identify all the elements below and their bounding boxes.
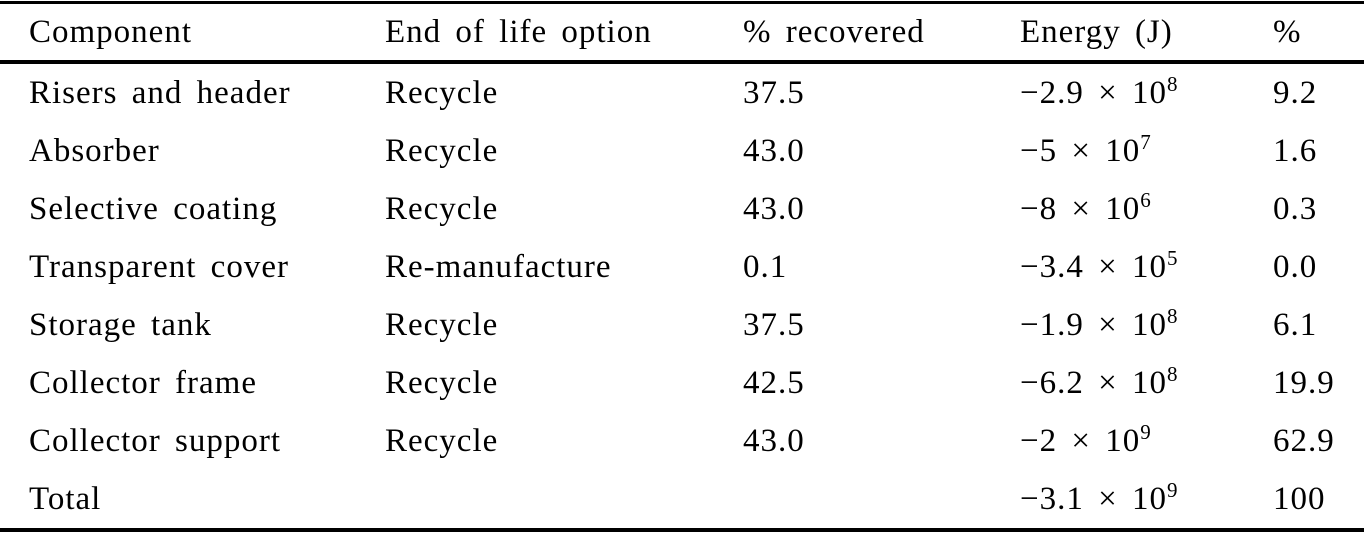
energy-cell: −2 × 109 — [1020, 412, 1273, 470]
table-row-storage-tank: Storage tank Recycle 37.5 −1.9 × 108 6.1 — [0, 296, 1364, 354]
percent-recovered-cell — [743, 470, 1020, 530]
energy-mantissa: −3.1 × 10 — [1020, 480, 1167, 517]
energy-exponent: 8 — [1166, 71, 1178, 96]
energy-cell: −6.2 × 108 — [1020, 354, 1273, 412]
percent-of-total-cell: 9.2 — [1273, 74, 1318, 111]
table-row-total: Total −3.1 × 109 100 — [0, 470, 1364, 530]
energy-exponent: 9 — [1166, 477, 1178, 502]
table-row-selective-coating: Selective coating Recycle 43.0 −8 × 106 … — [0, 180, 1364, 238]
energy-cell: −5 × 107 — [1020, 122, 1273, 180]
energy-exponent: 8 — [1166, 361, 1178, 386]
header-row: Component End of life option % recovered… — [0, 3, 1364, 62]
percent-recovered-cell: 37.5 — [743, 306, 805, 343]
percent-recovered-cell: 43.0 — [743, 190, 805, 227]
percent-of-total-cell: 0.3 — [1273, 190, 1318, 227]
percent-of-total-cell: 0.0 — [1273, 248, 1318, 285]
energy-exponent: 9 — [1140, 419, 1152, 444]
energy-mantissa: −2 × 10 — [1020, 422, 1141, 459]
end-of-life-cell: Re-manufacture — [385, 248, 612, 285]
energy-exponent: 5 — [1166, 245, 1178, 270]
energy-cell: −8 × 106 — [1020, 180, 1273, 238]
column-header-energy: Energy (J) — [1020, 13, 1173, 50]
component-cell: Collector support — [29, 422, 282, 459]
table-row-collector-support: Collector support Recycle 43.0 −2 × 109 … — [0, 412, 1364, 470]
component-cell: Storage tank — [29, 306, 212, 343]
energy-mantissa: −8 × 10 — [1020, 190, 1141, 227]
column-header-percent-recovered: % recovered — [743, 13, 925, 50]
energy-exponent: 7 — [1140, 129, 1152, 154]
energy-mantissa: −3.4 × 10 — [1020, 248, 1167, 285]
end-of-life-cell: Recycle — [385, 190, 499, 227]
energy-cell: −1.9 × 108 — [1020, 296, 1273, 354]
percent-of-total-cell: 6.1 — [1273, 306, 1318, 343]
percent-recovered-cell: 37.5 — [743, 74, 805, 111]
component-cell: Risers and header — [29, 74, 291, 111]
component-cell: Selective coating — [29, 190, 278, 227]
energy-cell: −2.9 × 108 — [1020, 62, 1273, 122]
table-row-absorber: Absorber Recycle 43.0 −5 × 107 1.6 — [0, 122, 1364, 180]
energy-mantissa: −1.9 × 10 — [1020, 306, 1167, 343]
table-header: Component End of life option % recovered… — [0, 3, 1364, 62]
percent-of-total-cell: 100 — [1273, 480, 1326, 517]
component-cell: Total — [29, 480, 102, 517]
table-row-collector-frame: Collector frame Recycle 42.5 −6.2 × 108 … — [0, 354, 1364, 412]
percent-of-total-cell: 19.9 — [1273, 364, 1335, 401]
column-header-end-of-life-option: End of life option — [385, 13, 652, 50]
percent-recovered-cell: 0.1 — [743, 248, 788, 285]
energy-mantissa: −5 × 10 — [1020, 132, 1141, 169]
end-of-life-cell: Recycle — [385, 132, 499, 169]
end-of-life-cell: Recycle — [385, 74, 499, 111]
energy-mantissa: −2.9 × 10 — [1020, 74, 1167, 111]
energy-exponent: 6 — [1140, 187, 1152, 212]
table-body: Risers and header Recycle 37.5 −2.9 × 10… — [0, 62, 1364, 530]
energy-cell: −3.1 × 109 — [1020, 470, 1273, 530]
percent-recovered-cell: 42.5 — [743, 364, 805, 401]
table-row-transparent-cover: Transparent cover Re-manufacture 0.1 −3.… — [0, 238, 1364, 296]
percent-recovered-cell: 43.0 — [743, 132, 805, 169]
component-cell: Collector frame — [29, 364, 257, 401]
end-of-life-cell — [385, 470, 743, 530]
table-row-risers-and-header: Risers and header Recycle 37.5 −2.9 × 10… — [0, 62, 1364, 122]
component-cell: Transparent cover — [29, 248, 289, 285]
percent-of-total-cell: 1.6 — [1273, 132, 1318, 169]
end-of-life-cell: Recycle — [385, 364, 499, 401]
percent-recovered-cell: 43.0 — [743, 422, 805, 459]
energy-cell: −3.4 × 105 — [1020, 238, 1273, 296]
component-cell: Absorber — [29, 132, 160, 169]
column-header-component: Component — [29, 13, 192, 50]
percent-of-total-cell: 62.9 — [1273, 422, 1335, 459]
energy-exponent: 8 — [1166, 303, 1178, 328]
end-of-life-cell: Recycle — [385, 306, 499, 343]
column-header-percent: % — [1273, 13, 1302, 50]
energy-mantissa: −6.2 × 10 — [1020, 364, 1167, 401]
end-of-life-cell: Recycle — [385, 422, 499, 459]
